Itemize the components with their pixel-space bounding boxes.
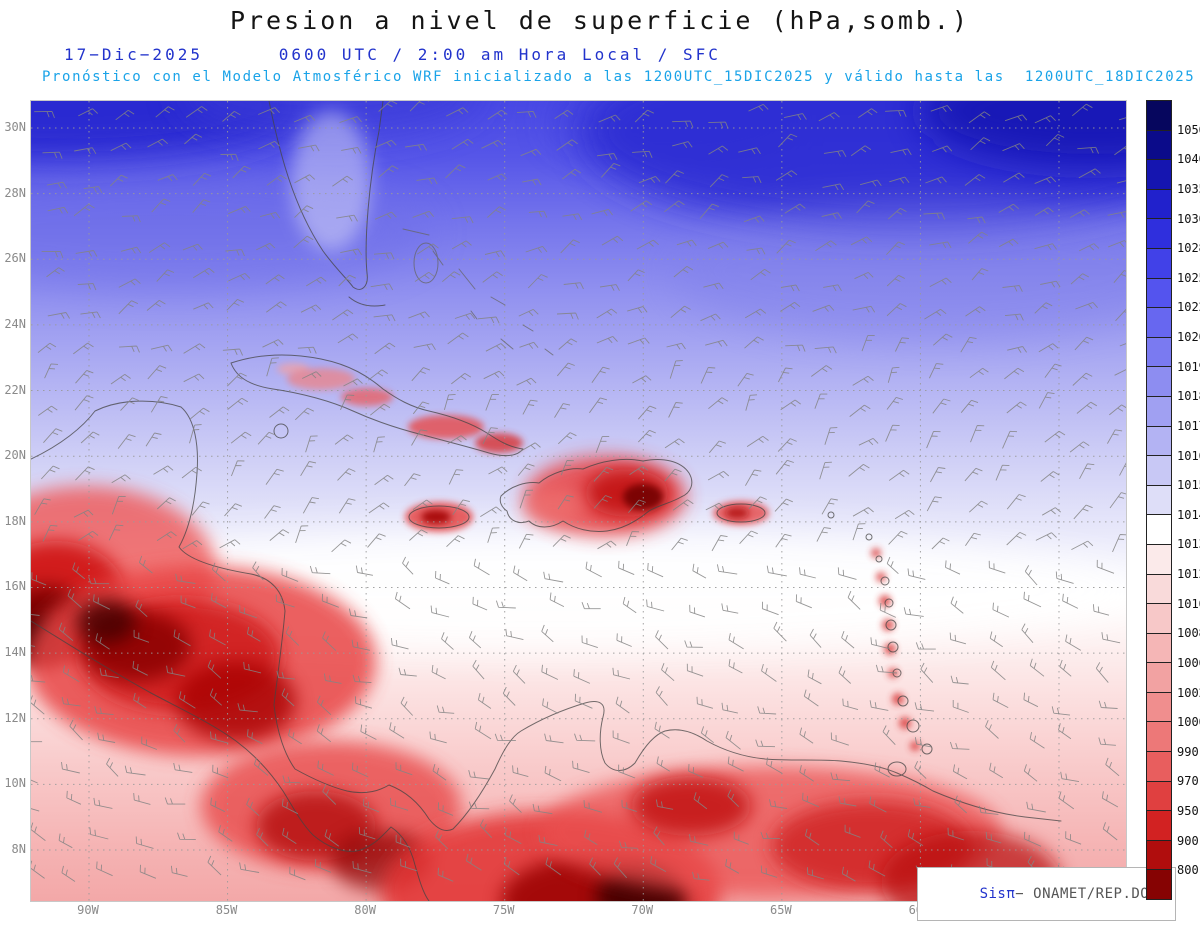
colorbar-segment	[1147, 189, 1171, 220]
colorbar-segment	[1147, 574, 1171, 605]
colorbar-segment	[1147, 485, 1171, 516]
colorbar-segment	[1147, 426, 1171, 457]
credit-badge: Sisπ− ONAMET/REP.DOM.	[917, 867, 1177, 921]
lat-tick-label: 10N	[4, 776, 26, 791]
colorbar-tick-label: 1020	[1177, 330, 1200, 345]
lon-tick-label: 65W	[770, 903, 792, 917]
lon-tick-label: 75W	[492, 903, 515, 917]
lat-tick-label: 20N	[4, 448, 26, 463]
colorbar-segment	[1147, 633, 1171, 664]
lat-tick-label: 28N	[4, 185, 26, 200]
colorbar-tick-label: 950	[1177, 804, 1199, 819]
colorbar-segment	[1147, 604, 1171, 634]
lat-tick-label: 16N	[4, 579, 26, 594]
lon-tick-label: 85W	[215, 903, 238, 917]
colorbar-tick-label: 1012	[1177, 567, 1200, 582]
colorbar-tick-label: 970	[1177, 774, 1199, 789]
colorbar-segment	[1147, 367, 1171, 397]
model-info-line: Pronóstico con el Modelo Atmosférico WRF…	[42, 69, 1196, 85]
grid-lines	[31, 101, 1126, 901]
lon-tick-label: 70W	[631, 903, 654, 917]
colorbar-segment	[1147, 781, 1171, 812]
colorbar-tick-label: 1035	[1177, 181, 1200, 196]
coastlines	[31, 101, 1062, 901]
page-title: Presion a nivel de superficie (hPa,somb.…	[229, 6, 971, 35]
colorbar-segment	[1147, 840, 1171, 871]
colorbar	[1146, 100, 1172, 900]
map-canvas: Sisπ− ONAMET/REP.DOM.	[30, 100, 1177, 921]
lat-tick-label: 30N	[4, 120, 26, 134]
lon-tick-label: 80W	[354, 903, 376, 917]
colorbar-segment	[1147, 722, 1171, 753]
colorbar-tick-label: 1025	[1177, 270, 1200, 285]
colorbar-segment	[1147, 101, 1171, 131]
colorbar-segment	[1147, 544, 1171, 575]
colorbar-tick-label: 1019	[1177, 359, 1200, 374]
lat-tick-label: 14N	[4, 645, 26, 660]
map-svg	[31, 101, 1126, 901]
colorbar-tick-label: 800	[1177, 863, 1199, 878]
colorbar-tick-label: 1016	[1177, 448, 1200, 463]
lat-tick-label: 18N	[4, 513, 26, 528]
datetime-line: 17−Dic−2025 0600 UTC / 2:00 am Hora Loca…	[64, 45, 721, 64]
colorbar-tick-label: 1040	[1177, 152, 1200, 167]
lat-tick-label: 8N	[11, 842, 26, 857]
colorbar-segment	[1147, 278, 1171, 309]
colorbar-tick-label: 1008	[1177, 626, 1200, 641]
colorbar-segment	[1147, 130, 1171, 161]
colorbar-tick-label: 1022	[1177, 300, 1200, 315]
colorbar-tick-label: 1050	[1177, 122, 1200, 137]
colorbar-tick-label: 1017	[1177, 418, 1200, 433]
credit-brand: Sisπ	[979, 886, 1016, 902]
colorbar-segment	[1147, 308, 1171, 338]
colorbar-tick-label: 1028	[1177, 241, 1200, 256]
colorbar-segment	[1147, 515, 1171, 545]
lon-tick-label: 90W	[77, 903, 99, 917]
pressure-shading	[31, 101, 1126, 901]
colorbar-tick-label: 1018	[1177, 389, 1200, 404]
colorbar-tick-label: 1014	[1177, 507, 1200, 522]
lat-tick-label: 12N	[4, 710, 26, 725]
colorbar-segment	[1147, 248, 1171, 279]
colorbar-tick-label: 1013	[1177, 537, 1200, 552]
colorbar-tick-label: 1000	[1177, 715, 1200, 730]
colorbar-segment	[1147, 811, 1171, 841]
credit-org: − ONAMET/REP.DOM.	[1015, 886, 1168, 902]
colorbar-labels: 1050 1040 1035 1030 1028 1025 1022 1020 1019 1018…	[1177, 100, 1200, 900]
colorbar-segment	[1147, 663, 1171, 693]
colorbar-segment	[1147, 752, 1171, 782]
colorbar-tick-label: 1002	[1177, 685, 1200, 700]
wind-barbs	[31, 101, 1126, 882]
lat-tick-label: 22N	[4, 382, 26, 397]
colorbar-segment	[1147, 219, 1171, 249]
colorbar-segment	[1147, 396, 1171, 427]
colorbar-segment	[1147, 160, 1171, 190]
colorbar-tick-label: 1030	[1177, 211, 1200, 226]
lat-tick-label: 26N	[4, 251, 26, 266]
colorbar-tick-label: 1006	[1177, 655, 1200, 670]
colorbar-tick-label: 1015	[1177, 478, 1200, 493]
latitude-axis: 30N 28N 26N 24N 22N 20N 18N 16N 14N 12N 10N 8N	[0, 100, 28, 900]
colorbar-segment	[1147, 337, 1171, 368]
lat-tick-label: 24N	[4, 316, 26, 331]
colorbar-tick-label: 1010	[1177, 596, 1200, 611]
colorbar-segment	[1147, 456, 1171, 486]
colorbar-tick-label: 990	[1177, 744, 1199, 759]
colorbar-tick-label: 900	[1177, 833, 1199, 848]
colorbar-segment	[1147, 870, 1171, 900]
colorbar-segment	[1147, 692, 1171, 723]
